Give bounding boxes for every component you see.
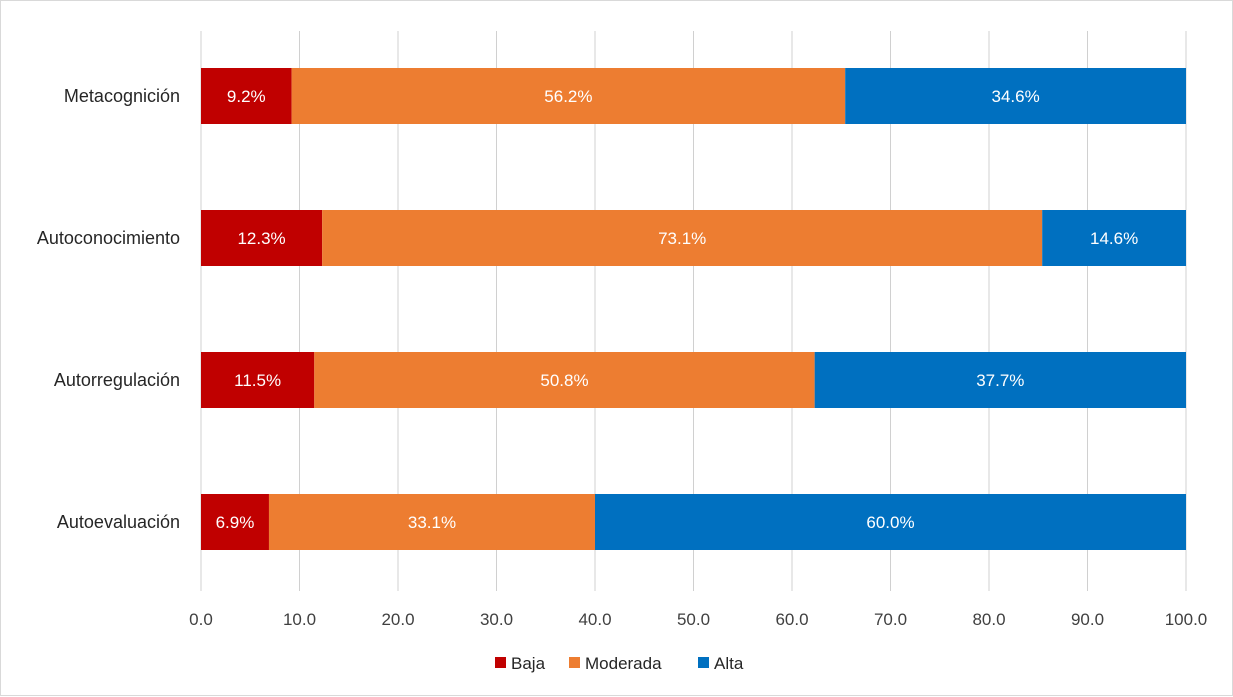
x-tick-label: 40.0 <box>578 610 611 629</box>
bar-segment-alta <box>595 494 1186 550</box>
bar-segment-moderada <box>322 210 1043 266</box>
category-label: Autorregulación <box>54 370 180 390</box>
category-label: Autoconocimiento <box>37 228 180 248</box>
x-tick-label: 0.0 <box>189 610 213 629</box>
legend: Baja Moderada Alta <box>495 654 744 673</box>
category-label: Autoevaluación <box>57 512 180 532</box>
x-tick-label: 60.0 <box>775 610 808 629</box>
x-tick-label: 70.0 <box>874 610 907 629</box>
legend-label: Baja <box>511 654 546 673</box>
x-tick-label: 20.0 <box>381 610 414 629</box>
x-tick-label: 50.0 <box>677 610 710 629</box>
x-tick-label: 80.0 <box>972 610 1005 629</box>
x-tick-label: 100.0 <box>1165 610 1208 629</box>
x-tick-label: 10.0 <box>283 610 316 629</box>
data-label: 33.1% <box>408 513 456 532</box>
bar-segment-baja <box>201 68 292 124</box>
data-label: 12.3% <box>237 229 285 248</box>
x-tick-label: 30.0 <box>480 610 513 629</box>
x-axis-tick-labels: 0.0 10.0 20.0 30.0 40.0 50.0 60.0 70.0 80.0 90.0 1… <box>189 610 1207 629</box>
legend-swatch-alta <box>698 657 709 668</box>
data-label: 14.6% <box>1090 229 1138 248</box>
legend-swatch-moderada <box>569 657 580 668</box>
data-label: 73.1% <box>658 229 706 248</box>
category-label: Metacognición <box>64 86 180 106</box>
x-tick-label: 90.0 <box>1071 610 1104 629</box>
bar-segment-baja <box>201 352 315 408</box>
data-label: 56.2% <box>544 87 592 106</box>
bar-segment-alta <box>814 352 1186 408</box>
data-label: 50.8% <box>540 371 588 390</box>
legend-label: Moderada <box>585 654 662 673</box>
bar-segment-alta <box>845 68 1186 124</box>
bar-segment-baja <box>201 210 323 266</box>
category-labels: Metacognición Autoconocimiento Autorregula… <box>37 86 180 532</box>
bar-segment-baja <box>201 494 269 550</box>
data-label: 34.6% <box>991 87 1039 106</box>
bar-segment-alta <box>1042 210 1186 266</box>
data-label: 6.9% <box>216 513 255 532</box>
data-label: 37.7% <box>976 371 1024 390</box>
data-label: 11.5% <box>234 371 281 390</box>
legend-label: Alta <box>714 654 744 673</box>
data-label: 9.2% <box>227 87 266 106</box>
data-labels: 9.2% 56.2% 34.6% 12.3% 73.1% 14.6% 11.5% 50.8% 3… <box>216 87 1139 532</box>
legend-swatch-baja <box>495 657 506 668</box>
data-label: 60.0% <box>866 513 914 532</box>
bar-segment-moderada <box>314 352 815 408</box>
bar-segment-moderada <box>268 494 595 550</box>
bars <box>201 68 1186 550</box>
bar-segment-moderada <box>291 68 846 124</box>
